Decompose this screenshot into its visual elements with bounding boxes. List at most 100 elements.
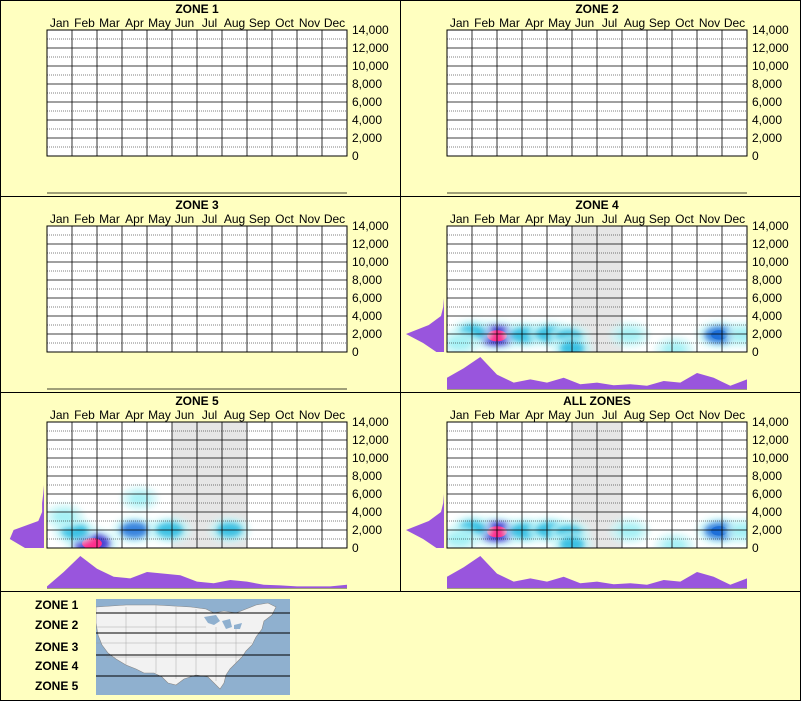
all-zones-month-label: Jun — [575, 408, 594, 422]
zone-4-month-label: Sep — [649, 212, 671, 226]
zone-4-month-label: May — [548, 212, 571, 226]
zone-2-title: ZONE 2 — [575, 2, 619, 16]
zone-1-y-tick-label: 8,000 — [352, 77, 382, 91]
zone-5-grid — [46, 421, 348, 549]
all-zones-hotspot — [732, 523, 747, 538]
zone-4-month-label: Mar — [499, 212, 520, 226]
zone-map — [96, 599, 290, 695]
map-state-lines — [96, 605, 252, 681]
zone-3-month-label: Feb — [74, 212, 95, 226]
zone-4-hotspot — [662, 342, 687, 352]
all-zones-month-label: Feb — [474, 408, 495, 422]
zone-3-month-label: Jan — [50, 212, 69, 226]
zone-4-panel: ZONE 4 Jan Feb Mar Apr May Jun Jul Aug Sep Oct Nov D… — [400, 196, 801, 393]
zone-5-panel: ZONE 5 Jan Feb Mar Apr May Jun Jul Aug Sep Oct Nov D… — [0, 392, 401, 592]
all-zones-y-tick-label: 14,000 — [752, 415, 789, 429]
zone-5-hotspot — [52, 509, 77, 524]
zone-5-month-label: Dec — [324, 408, 345, 422]
all-zones-y-tick-label: 6,000 — [752, 487, 782, 501]
zone-5-y-tick-label: 12,000 — [352, 433, 389, 447]
zone-legend: ZONE 1 ZONE 2 ZONE 3 ZONE 4 ZONE 5 — [0, 591, 801, 701]
zone-5-month-profile — [47, 556, 347, 588]
zone-1-month-label: Dec — [324, 16, 345, 30]
all-zones-grid — [446, 421, 748, 549]
zone-2-month-label: May — [548, 16, 571, 30]
zone-2-month-label: Dec — [724, 16, 745, 30]
all-zones-month-label: Nov — [699, 408, 720, 422]
zone-1-month-label: May — [148, 16, 171, 30]
zone-3-month-label: Oct — [275, 212, 294, 226]
zone-5-hotspot — [128, 492, 151, 505]
zone-1-month-label: Mar — [99, 16, 120, 30]
zone-3-month-label: Jul — [202, 212, 217, 226]
zone-2-month-label: Sep — [649, 16, 671, 30]
zone-5-elevation-profile — [9, 422, 45, 548]
zone-3-month-label: Nov — [299, 212, 320, 226]
zone-5-month-label: Aug — [224, 408, 245, 422]
all-zones-month-label: Sep — [649, 408, 671, 422]
zone-4-month-label: Apr — [525, 212, 544, 226]
zone-4-title: ZONE 4 — [575, 198, 619, 212]
zone-1-month-label: Jan — [50, 16, 69, 30]
zone-5-y-tick-label: 0 — [352, 541, 359, 555]
zone-2-y-tick-label: 0 — [752, 149, 759, 163]
all-zones-hotspot-core — [711, 526, 728, 536]
all-zones-month-label: Jul — [602, 408, 617, 422]
all-zones-month-label: Oct — [675, 408, 694, 422]
all-zones-month-label: Jan — [450, 408, 469, 422]
zone-5-month-label: Mar — [99, 408, 120, 422]
zone-1-title: ZONE 1 — [175, 2, 219, 16]
zone-2-y-tick-label: 12,000 — [752, 41, 789, 55]
all-zones-panel: ALL ZONES Jan Feb Mar Apr May Jun Jul Aug Sep Oct N… — [400, 392, 801, 592]
zone-2-y-tick-label: 2,000 — [752, 131, 782, 145]
zone-3-y-tick-label: 6,000 — [352, 291, 382, 305]
zone-3-panel: ZONE 3 Jan Feb Mar Apr May Jun Jul Aug Sep Oct Nov D… — [0, 196, 401, 393]
all-zones-title: ALL ZONES — [563, 394, 631, 408]
zone-2-grid — [446, 29, 748, 157]
zone-5-month-label: Oct — [275, 408, 294, 422]
zone-2-y-tick-label: 4,000 — [752, 113, 782, 127]
zone-4-y-tick-label: 6,000 — [752, 291, 782, 305]
zone-4-hotspot-core — [711, 330, 728, 340]
all-zones-hotspot — [662, 538, 687, 548]
zone-1-grid — [46, 29, 348, 157]
all-zones-month-profile — [447, 556, 747, 588]
zone-1-month-label: Aug — [224, 16, 245, 30]
zone-3-y-tick-label: 12,000 — [352, 237, 389, 251]
legend-zone-5-label: ZONE 5 — [35, 679, 79, 693]
zone-4-y-tick-label: 0 — [752, 345, 759, 359]
zone-4-month-label: Feb — [474, 212, 495, 226]
zone-1-y-tick-label: 6,000 — [352, 95, 382, 109]
zone-5-month-label: Jan — [50, 408, 69, 422]
zone-5-y-tick-label: 14,000 — [352, 415, 389, 429]
zone-3-y-tick-label: 10,000 — [352, 255, 389, 269]
legend-zone-3-label: ZONE 3 — [35, 640, 79, 654]
zone-1-month-label: Sep — [249, 16, 271, 30]
zone-1-y-tick-label: 12,000 — [352, 41, 389, 55]
zone-1-month-label: Feb — [74, 16, 95, 30]
zone-1-panel: ZONE 1 Jan Feb Mar Apr May Jun Jul Aug Sep Oct Nov D… — [0, 0, 401, 197]
zone-4-hotspot — [617, 327, 642, 342]
all-zones-hotspot — [617, 523, 642, 538]
zone-4-y-tick-label: 4,000 — [752, 309, 782, 323]
zone-5-title: ZONE 5 — [175, 394, 219, 408]
zone-2-month-label: Mar — [499, 16, 520, 30]
zone-3-month-label: Dec — [324, 212, 345, 226]
zone-1-y-tick-label: 0 — [352, 149, 359, 163]
zone-2-month-label: Nov — [699, 16, 720, 30]
zone-5-month-label: Nov — [299, 408, 320, 422]
zone-3-y-tick-label: 2,000 — [352, 327, 382, 341]
zone-1-month-label: Apr — [125, 16, 144, 30]
all-zones-y-tick-label: 8,000 — [752, 469, 782, 483]
zone-4-month-label: Nov — [699, 212, 720, 226]
zone-5-month-label: May — [148, 408, 171, 422]
zone-1-month-label: Jul — [202, 16, 217, 30]
zone-1-month-label: Nov — [299, 16, 320, 30]
zone-3-month-label: Mar — [99, 212, 120, 226]
zone-2-y-tick-label: 8,000 — [752, 77, 782, 91]
zone-4-month-label: Jul — [602, 212, 617, 226]
zone-3-grid — [46, 225, 348, 353]
zone-5-month-label: Feb — [74, 408, 95, 422]
all-zones-month-label: Apr — [525, 408, 544, 422]
zone-1-month-label: Jun — [175, 16, 194, 30]
